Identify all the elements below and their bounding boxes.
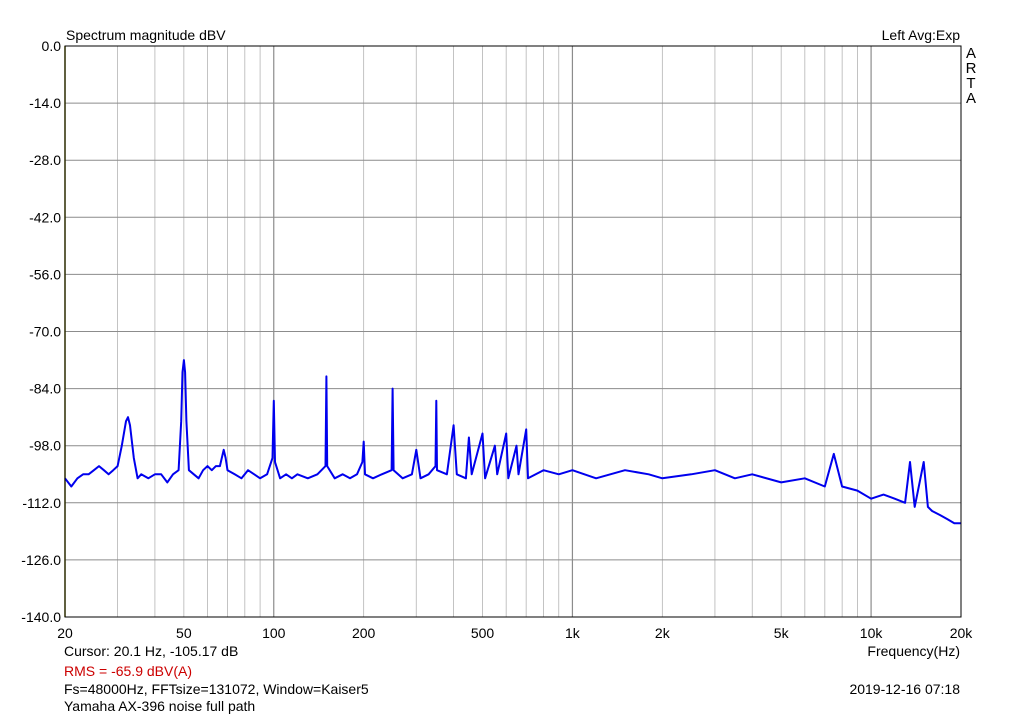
spectrum-trace <box>64 359 961 525</box>
x-tick-label: 500 <box>471 625 495 641</box>
major-grid <box>64 46 961 617</box>
brand-letter: R <box>965 60 977 77</box>
chart-title: Spectrum magnitude dBV <box>66 27 226 43</box>
x-tick-labels: 20 50 100 200 500 1k 2k 5k 10k 20k <box>57 625 973 641</box>
brand-letter: T <box>966 75 976 92</box>
brand-vertical: A R T A <box>964 46 978 106</box>
x-axis-label: Frequency(Hz) <box>867 643 960 659</box>
y-tick-label: -56.0 <box>29 266 61 282</box>
y-tick-label: -14.0 <box>29 95 61 111</box>
brand-letter: A <box>965 90 976 107</box>
y-tick-label: -42.0 <box>29 209 61 225</box>
y-tick-label: -112.0 <box>22 495 61 511</box>
plot-frame <box>64 45 962 618</box>
y-tick-label: -140.0 <box>21 609 61 625</box>
x-tick-label: 20k <box>950 625 974 641</box>
trace-layer <box>64 359 961 525</box>
channel-label: Left Avg:Exp <box>881 27 960 43</box>
y-tick-label: -98.0 <box>29 438 61 454</box>
y-tick-labels: 0.0 -14.0 -28.0 -42.0 -56.0 -70.0 -84.0 -98.0 -1… <box>21 38 61 625</box>
x-tick-label: 20 <box>57 625 73 641</box>
analysis-params: Fs=48000Hz, FFTsize=131072, Window=Kaise… <box>64 681 369 697</box>
y-tick-label: -70.0 <box>29 324 61 340</box>
x-tick-label: 50 <box>176 625 192 641</box>
timestamp: 2019-12-16 07:18 <box>849 681 960 697</box>
x-tick-label: 2k <box>655 625 671 641</box>
y-tick-label: -84.0 <box>29 381 61 397</box>
x-tick-label: 1k <box>565 625 581 641</box>
brand-letter: A <box>965 45 976 62</box>
cursor-readout: Cursor: 20.1 Hz, -105.17 dB <box>64 643 239 659</box>
measurement-description: Yamaha AX-396 noise full path <box>64 698 256 714</box>
x-tick-label: 5k <box>774 625 790 641</box>
rms-readout: RMS = -65.9 dBV(A) <box>64 663 192 679</box>
x-tick-label: 10k <box>860 625 884 641</box>
y-tick-label: -28.0 <box>29 152 61 168</box>
x-tick-label: 200 <box>352 625 376 641</box>
x-tick-label: 100 <box>262 625 286 641</box>
y-tick-label: -126.0 <box>21 552 61 568</box>
y-tick-label: 0.0 <box>42 38 62 54</box>
